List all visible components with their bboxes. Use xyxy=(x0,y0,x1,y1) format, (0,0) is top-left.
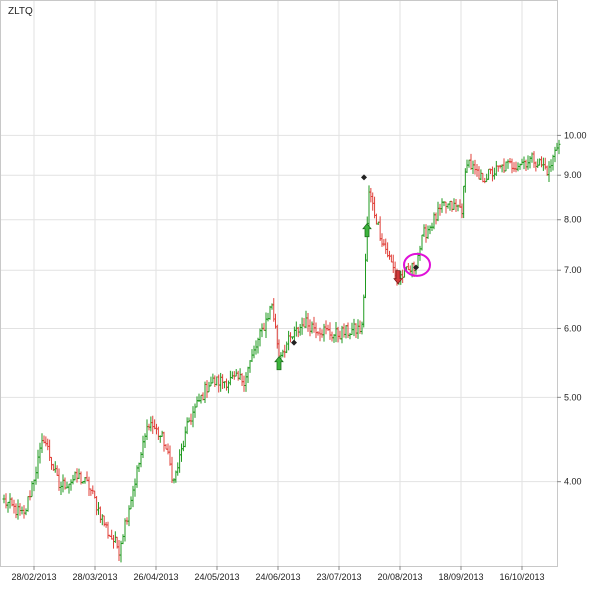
y-tick-label: 4.00 xyxy=(564,477,582,487)
x-tick-label: 26/04/2013 xyxy=(133,572,178,582)
grid-layer xyxy=(0,0,557,566)
x-tick-label: 28/03/2013 xyxy=(72,572,117,582)
ohlc-bar xyxy=(557,139,561,155)
sell-arrow-marker xyxy=(393,270,403,285)
diamond-marker xyxy=(291,339,297,346)
buy-arrow-marker xyxy=(362,223,372,238)
y-tick-label: 7.00 xyxy=(564,265,582,275)
buy-arrow-marker xyxy=(274,356,284,371)
x-tick-label: 24/05/2013 xyxy=(194,572,239,582)
x-tick-label: 23/07/2013 xyxy=(316,572,361,582)
y-tick-label: 8.00 xyxy=(564,215,582,225)
diamond-marker xyxy=(413,264,419,271)
chart-title: ZLTQ xyxy=(8,6,33,17)
x-tick-label: 24/06/2013 xyxy=(255,572,300,582)
x-tick-label: 18/09/2013 xyxy=(438,572,483,582)
x-tick-label: 20/08/2013 xyxy=(377,572,422,582)
x-tick-label: 16/10/2013 xyxy=(499,572,544,582)
plot-frame xyxy=(0,0,558,567)
diamond-marker xyxy=(361,174,367,181)
price-bars xyxy=(2,139,561,563)
y-axis: 4.00 5.00 6.00 7.00 8.00 9.00 10.00 xyxy=(557,130,587,487)
y-tick-label: 9.00 xyxy=(564,170,582,180)
x-tick-label: 28/02/2013 xyxy=(11,572,56,582)
signal-markers xyxy=(274,174,431,371)
y-tick-label: 5.00 xyxy=(564,392,582,402)
x-axis: 28/02/2013 28/03/2013 26/04/2013 24/05/2013… xyxy=(11,566,545,582)
highlight-circle xyxy=(403,252,431,277)
y-tick-label: 6.00 xyxy=(564,323,582,333)
y-tick-label: 10.00 xyxy=(564,130,587,140)
